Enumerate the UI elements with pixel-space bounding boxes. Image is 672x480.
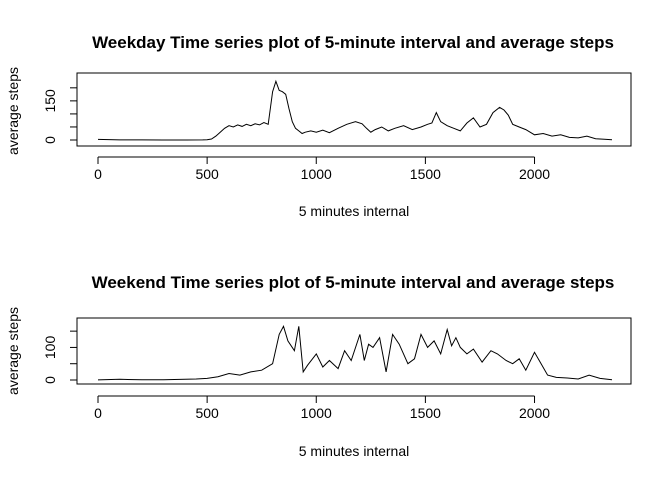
weekend-x-tick-label: 500 <box>195 405 219 421</box>
weekend-x-tick-label: 2000 <box>519 405 550 421</box>
weekend-chart: Weekend Time series plot of 5-minute int… <box>5 273 632 459</box>
weekday-y-axis: 0 150 <box>42 87 78 144</box>
weekday-x-tick-label: 1500 <box>410 166 441 182</box>
weekday-y-tick-label: 150 <box>42 89 58 113</box>
weekday-x-tick-label: 0 <box>94 166 102 182</box>
weekend-chart-title: Weekend Time series plot of 5-minute int… <box>92 273 615 292</box>
weekday-chart: Weekday Time series plot of 5-minute int… <box>5 33 632 219</box>
weekday-x-tick-label: 1000 <box>301 166 332 182</box>
weekday-chart-title: Weekday Time series plot of 5-minute int… <box>92 33 614 52</box>
weekday-x-tick-label: 500 <box>195 166 219 182</box>
weekday-x-axis: 0 500 1000 1500 2000 <box>94 156 550 182</box>
weekend-x-tick-label: 1000 <box>301 405 332 421</box>
weekday-x-tick-label: 2000 <box>519 166 550 182</box>
weekend-x-tick-label: 0 <box>94 405 102 421</box>
weekday-y-tick-label: 0 <box>42 136 58 144</box>
weekend-x-axis: 0 500 1000 1500 2000 <box>94 395 550 421</box>
weekday-y-axis-label: average steps <box>5 67 21 155</box>
weekend-y-tick-label: 0 <box>42 376 58 384</box>
weekend-y-axis: 0 100 <box>42 330 78 384</box>
weekday-x-axis-label: 5 minutes internal <box>299 203 410 219</box>
weekend-y-tick-label: 100 <box>42 336 58 360</box>
weekend-x-tick-label: 1500 <box>410 405 441 421</box>
weekday-series-line <box>97 79 613 141</box>
weekend-x-axis-label: 5 minutes internal <box>299 443 410 459</box>
weekend-y-axis-label: average steps <box>5 307 21 395</box>
weekend-series-line <box>97 324 613 381</box>
